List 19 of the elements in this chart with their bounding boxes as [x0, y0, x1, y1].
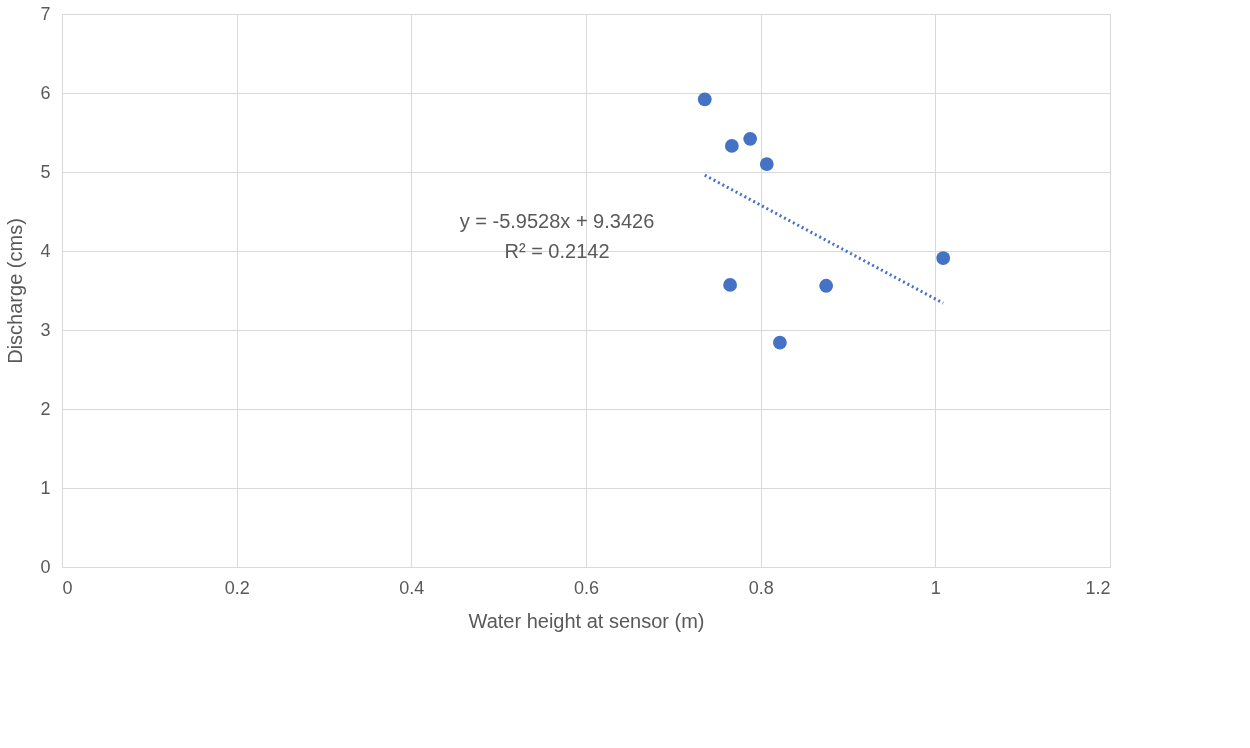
- y-axis-title: Discharge (cms): [4, 218, 27, 364]
- annotation: y = -5.9528x + 9.3426: [459, 210, 655, 232]
- y-tick-label: 3: [40, 319, 51, 340]
- y-tick-label: 4: [40, 240, 51, 261]
- x-tick-label: 0: [62, 577, 73, 598]
- y-tick-label: 1: [40, 477, 51, 498]
- x-tick-label: 0.6: [573, 577, 600, 598]
- x-tick-label: 0.4: [399, 577, 425, 598]
- annotation: R² = 0.2142: [504, 240, 610, 262]
- y-tick-label: 0: [40, 556, 51, 577]
- y-tick-label: 5: [40, 161, 51, 182]
- y-tick-label: 6: [40, 82, 51, 103]
- x-tick-label: 1.2: [1085, 577, 1111, 598]
- y-tick-label: 7: [40, 3, 51, 24]
- x-tick-label: 1: [930, 577, 941, 598]
- x-tick-label: 0.2: [224, 577, 250, 598]
- x-tick-label: 0.8: [748, 577, 774, 598]
- y-tick-label: 2: [40, 398, 51, 419]
- x-axis-title: Water height at sensor (m): [468, 609, 705, 632]
